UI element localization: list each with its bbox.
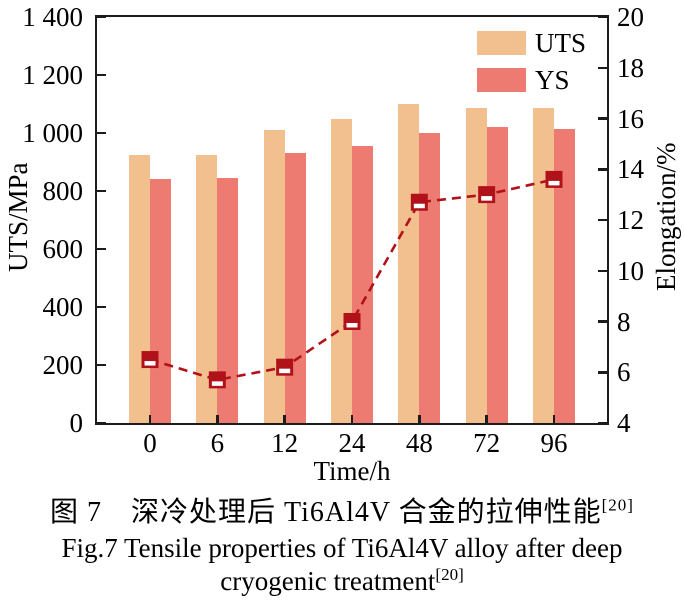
x-axis-tick-label: 96	[540, 428, 568, 458]
caption-english-line2: cryogenic treatment[20]	[0, 565, 684, 598]
uts-bar	[465, 108, 487, 423]
caption-reference: [20]	[435, 565, 464, 584]
left-axis-tick	[97, 131, 106, 135]
x-axis-tick	[216, 415, 219, 423]
right-axis-tick	[598, 371, 607, 374]
left-axis-tick	[97, 73, 106, 77]
uts-bar	[263, 130, 285, 423]
ys-bar	[486, 127, 508, 423]
legend-entry-ys: YS	[477, 66, 586, 94]
x-axis-tick-label: 0	[143, 428, 157, 458]
x-axis-tick-label: 6	[210, 428, 225, 458]
left-axis-tick	[97, 421, 106, 425]
left-axis-tick-label: 1 200	[22, 60, 83, 90]
left-axis-tick	[97, 305, 106, 309]
right-axis-tick-label: 16	[617, 103, 644, 134]
x-axis-tick	[283, 415, 286, 423]
figure-caption: 图 7 深冷处理后 Ti6Al4V 合金的拉伸性能[20] Fig.7 Tens…	[0, 494, 684, 598]
left-axis-tick-label: 1 000	[22, 118, 83, 148]
ys-bar	[150, 179, 171, 423]
x-axis-tick	[552, 415, 556, 423]
uts-bar	[129, 154, 150, 423]
x-axis-tick	[418, 415, 421, 423]
right-axis-tick-label: 6	[617, 357, 631, 388]
caption-chinese-text: 图 7 深冷处理后 Ti6Al4V 合金的拉伸性能	[50, 497, 602, 528]
right-axis-tick-label: 14	[617, 154, 644, 185]
right-axis-tick-label: 4	[617, 408, 631, 438]
x-axis-tick	[350, 415, 354, 423]
legend-entry-uts: UTS	[477, 29, 586, 57]
x-axis-title: Time/h	[313, 456, 391, 486]
right-axis-tick	[598, 117, 607, 120]
right-axis-tick	[598, 168, 607, 171]
x-axis-tick	[148, 415, 152, 423]
left-axis-tick-label: 200	[42, 350, 84, 380]
left-axis-tick	[97, 189, 106, 193]
left-axis-tick-label: 1 400	[22, 2, 83, 32]
legend-swatch-ys	[477, 68, 526, 92]
ys-bar	[554, 128, 575, 423]
right-axis-tick-label: 18	[617, 52, 644, 83]
caption-chinese: 图 7 深冷处理后 Ti6Al4V 合金的拉伸性能[20]	[0, 494, 684, 532]
x-axis-tick-label: 48	[405, 428, 433, 458]
right-axis-tick-label: 8	[617, 306, 631, 337]
ys-bar	[352, 146, 373, 423]
right-axis-tick-label: 10	[617, 255, 644, 286]
legend-swatch-uts	[477, 31, 526, 55]
right-axis-tick-label: 20	[617, 2, 644, 32]
right-axis-tick	[598, 15, 607, 19]
x-axis-tick	[485, 415, 488, 423]
left-axis-tick	[97, 15, 106, 19]
right-axis-tick-label: 12	[617, 205, 644, 235]
left-axis-tick-label: 0	[69, 408, 84, 438]
left-axis-tick	[97, 247, 106, 251]
uts-bar	[533, 108, 554, 423]
x-axis-tick-label: 72	[473, 428, 501, 458]
uts-bar	[196, 154, 218, 423]
right-axis-tick	[598, 269, 607, 272]
right-axis-tick	[598, 421, 607, 425]
right-axis-tick	[598, 218, 607, 222]
ys-bar	[284, 153, 306, 423]
uts-bar	[398, 104, 420, 423]
uts-bar	[331, 118, 352, 423]
ys-bar	[217, 177, 239, 423]
caption-english-line1: Fig.7 Tensile properties of Ti6Al4V allo…	[61, 533, 623, 563]
left-axis-tick-label: 400	[42, 292, 84, 322]
right-axis-tick	[598, 320, 607, 323]
x-axis-tick-label: 24	[338, 428, 366, 458]
x-axis-tick-label: 12	[271, 428, 299, 458]
legend: UTS YS	[477, 29, 586, 103]
plot-area: 0 200 400 600 800 1 000 1 200 1 400 4 6 8 10 12 14 16 1…	[22, 2, 644, 457]
legend-label-ys: YS	[535, 65, 570, 95]
right-axis-tick	[598, 66, 607, 69]
left-axis-tick	[97, 363, 106, 367]
left-axis-tick-label: 600	[42, 234, 84, 264]
legend-label-uts: UTS	[535, 28, 587, 58]
caption-reference: [20]	[601, 495, 634, 515]
caption-english-line2-text: cryogenic treatment	[220, 566, 436, 596]
ys-bar	[419, 133, 441, 423]
left-axis-tick-label: 800	[42, 176, 84, 206]
